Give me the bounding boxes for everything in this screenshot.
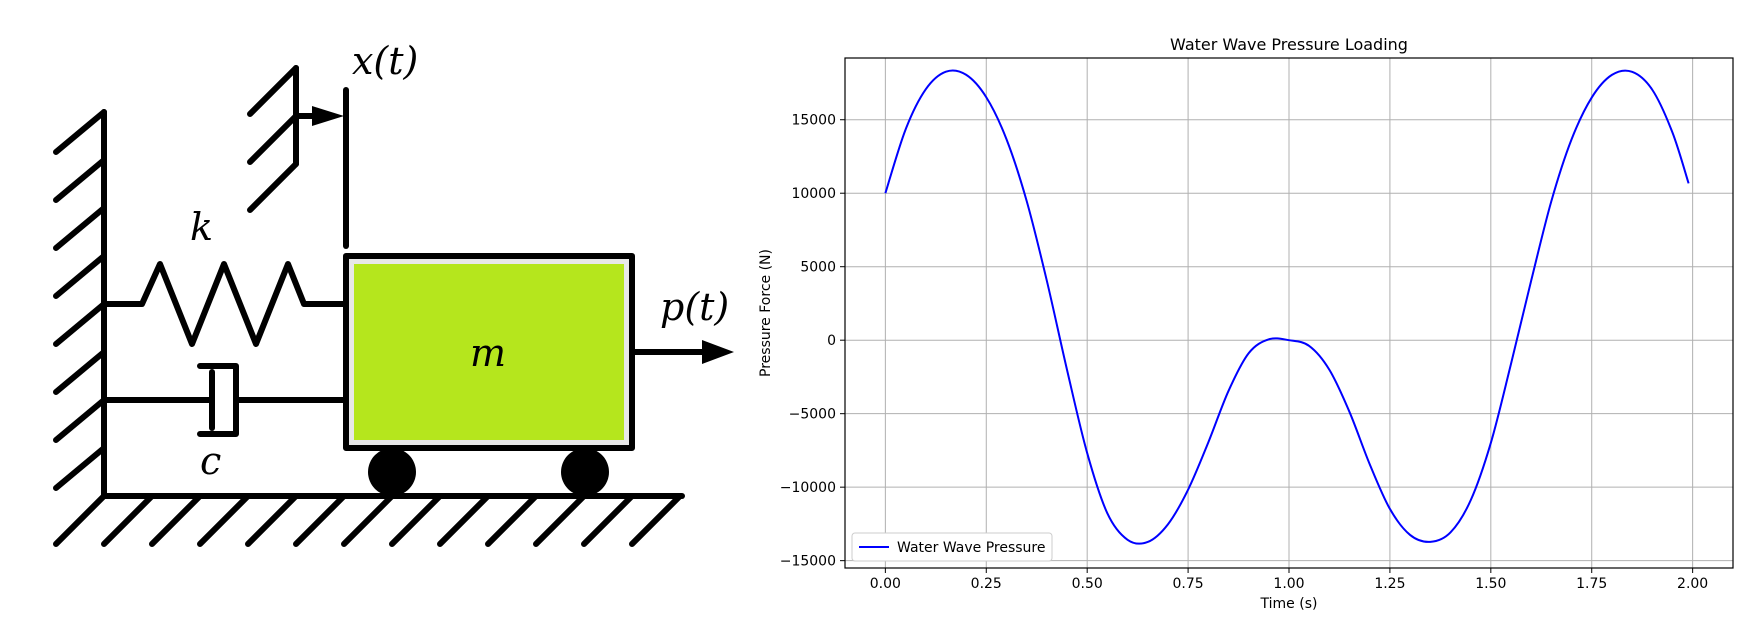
left-wall bbox=[53, 109, 107, 499]
y-tick-label: 15000 bbox=[791, 113, 836, 129]
wheel-left bbox=[368, 448, 416, 496]
x-tick-label: 1.25 bbox=[1374, 576, 1405, 592]
y-tick-label: −5000 bbox=[789, 407, 836, 423]
spring-label: k bbox=[190, 205, 213, 249]
displacement-label: x(t) bbox=[352, 39, 418, 83]
displacement-arrow-head bbox=[312, 106, 344, 126]
x-tick-label: 0.50 bbox=[1072, 576, 1103, 592]
y-axis-label: Pressure Force (N) bbox=[758, 249, 774, 377]
x-tick-label: 2.00 bbox=[1677, 576, 1708, 592]
chart-title: Water Wave Pressure Loading bbox=[1170, 35, 1408, 54]
series-line-water-wave-pressure bbox=[884, 69, 1690, 545]
mass-label: m bbox=[470, 331, 506, 375]
x-axis-ticks: 0.00 0.25 0.50 0.75 1.00 1.25 1.50 1.75 2.00 bbox=[870, 568, 1708, 592]
x-tick-label: 0.00 bbox=[870, 576, 901, 592]
force-label: p(t) bbox=[660, 285, 729, 329]
mass-block-fill bbox=[354, 264, 624, 440]
ground bbox=[53, 493, 685, 547]
legend: Water Wave Pressure bbox=[851, 532, 1053, 562]
y-tick-label: −10000 bbox=[780, 480, 836, 496]
force-arrow-head bbox=[702, 340, 734, 364]
mass-spring-damper-diagram bbox=[53, 65, 734, 547]
spring bbox=[101, 261, 349, 347]
y-tick-label: 10000 bbox=[791, 186, 836, 202]
x-tick-label: 1.50 bbox=[1475, 576, 1506, 592]
x-tick-label: 0.75 bbox=[1173, 576, 1204, 592]
damper-label: c bbox=[200, 439, 221, 483]
x-tick-label: 0.25 bbox=[971, 576, 1002, 592]
legend-entry: Water Wave Pressure bbox=[897, 540, 1046, 556]
legend-box bbox=[851, 532, 1053, 562]
wheel-right bbox=[561, 448, 609, 496]
y-axis-ticks: −15000 −10000 −5000 0 5000 10000 15000 bbox=[780, 113, 845, 570]
x-axis-label: Time (s) bbox=[1260, 596, 1318, 612]
damper bbox=[101, 363, 349, 437]
wave-pressure-chart: 0.00 0.25 0.50 0.75 1.00 1.25 1.50 1.75 2.00 −15… bbox=[758, 35, 1734, 612]
grid bbox=[845, 58, 1733, 568]
reference-frame bbox=[247, 65, 321, 213]
y-tick-label: 5000 bbox=[800, 260, 836, 276]
y-tick-label: 0 bbox=[827, 333, 836, 349]
y-tick-label: −15000 bbox=[780, 554, 836, 570]
x-tick-label: 1.00 bbox=[1273, 576, 1304, 592]
x-tick-label: 1.75 bbox=[1576, 576, 1607, 592]
